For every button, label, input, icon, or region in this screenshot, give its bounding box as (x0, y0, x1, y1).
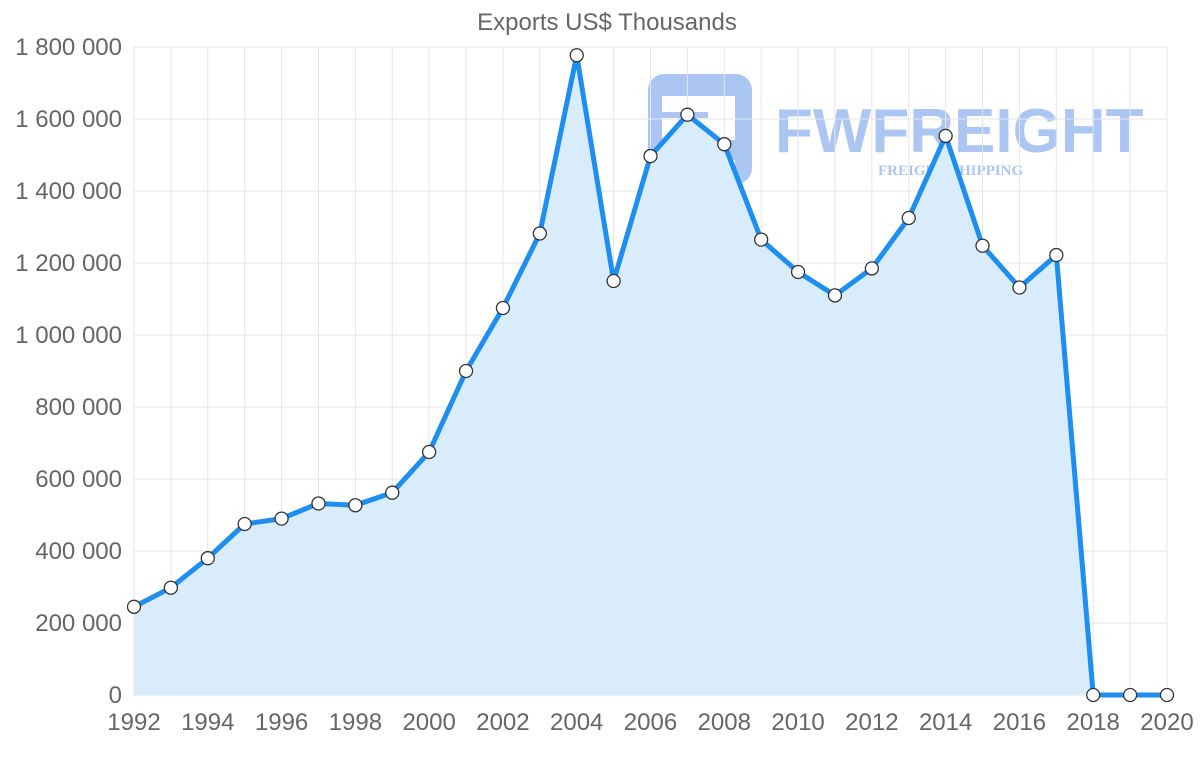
data-point-1995[interactable] (237, 516, 252, 532)
x-tick-label: 2016 (993, 709, 1046, 736)
watermark-brand: FWFREIGHT (775, 97, 1144, 166)
x-tick-label: 2008 (698, 709, 751, 736)
data-point-1992[interactable] (126, 599, 142, 614)
data-point-2000[interactable] (421, 444, 437, 460)
series-area (134, 55, 1167, 695)
data-point-2015[interactable] (975, 238, 990, 253)
data-point-2016[interactable] (1012, 280, 1027, 295)
data-point-2008[interactable] (717, 137, 732, 152)
y-tick-label: 400 000 (35, 538, 122, 565)
y-tick-label: 1 800 000 (15, 34, 122, 61)
data-points (126, 48, 1175, 703)
y-tick-label: 1 400 000 (15, 178, 122, 205)
data-point-2020[interactable] (1159, 687, 1175, 703)
y-axis-ticks: 0 200 000 400 000 600 000 800 000 1 000 000 1 … (15, 34, 122, 709)
x-tick-label: 2000 (402, 709, 455, 736)
data-point-1996[interactable] (274, 511, 289, 526)
x-tick-label: 1992 (107, 709, 160, 736)
data-point-2002[interactable] (495, 300, 511, 316)
data-point-2010[interactable] (790, 264, 806, 280)
x-tick-label: 2014 (919, 709, 972, 736)
data-point-2003[interactable] (532, 226, 547, 241)
y-tick-label: 600 000 (35, 466, 122, 493)
x-tick-label: 2010 (771, 709, 824, 736)
data-point-1998[interactable] (348, 498, 363, 513)
data-point-2019[interactable] (1122, 687, 1138, 703)
chart-title: Exports US$ Thousands (477, 9, 737, 36)
data-point-2011[interactable] (827, 288, 843, 303)
y-tick-label: 0 (109, 682, 122, 709)
data-point-2014[interactable] (938, 128, 953, 144)
x-tick-label: 2006 (624, 709, 677, 736)
data-point-2017[interactable] (1049, 247, 1064, 263)
data-point-2006[interactable] (643, 148, 658, 164)
data-point-2009[interactable] (754, 232, 769, 247)
y-tick-label: 1 000 000 (15, 322, 122, 349)
data-point-2007[interactable] (680, 107, 695, 122)
y-tick-label: 1 200 000 (15, 250, 122, 277)
x-tick-label: 2002 (476, 709, 529, 736)
y-tick-label: 800 000 (35, 394, 122, 421)
y-tick-label: 200 000 (35, 610, 122, 637)
x-tick-label: 2018 (1067, 709, 1120, 736)
x-tick-label: 2012 (845, 709, 898, 736)
data-point-1999[interactable] (385, 485, 400, 500)
data-point-2005[interactable] (606, 273, 621, 289)
data-point-2004[interactable] (569, 48, 584, 63)
data-point-2001[interactable] (458, 363, 474, 379)
data-point-1997[interactable] (311, 496, 326, 511)
data-point-2012[interactable] (864, 261, 880, 276)
x-tick-label: 2004 (550, 709, 603, 736)
data-point-2018[interactable] (1086, 687, 1101, 703)
x-tick-label: 1998 (329, 709, 382, 736)
x-tick-label: 1994 (181, 709, 234, 736)
x-tick-label: 2020 (1140, 709, 1193, 736)
area-fill (134, 55, 1167, 695)
data-point-2013[interactable] (901, 210, 916, 226)
data-point-1993[interactable] (163, 580, 179, 595)
x-axis-ticks: 1992 1994 1996 1998 2000 2002 2004 2006 2008 2010… (107, 709, 1193, 736)
x-tick-label: 1996 (255, 709, 308, 736)
y-tick-label: 1 600 000 (15, 106, 122, 133)
data-point-1994[interactable] (200, 551, 215, 566)
